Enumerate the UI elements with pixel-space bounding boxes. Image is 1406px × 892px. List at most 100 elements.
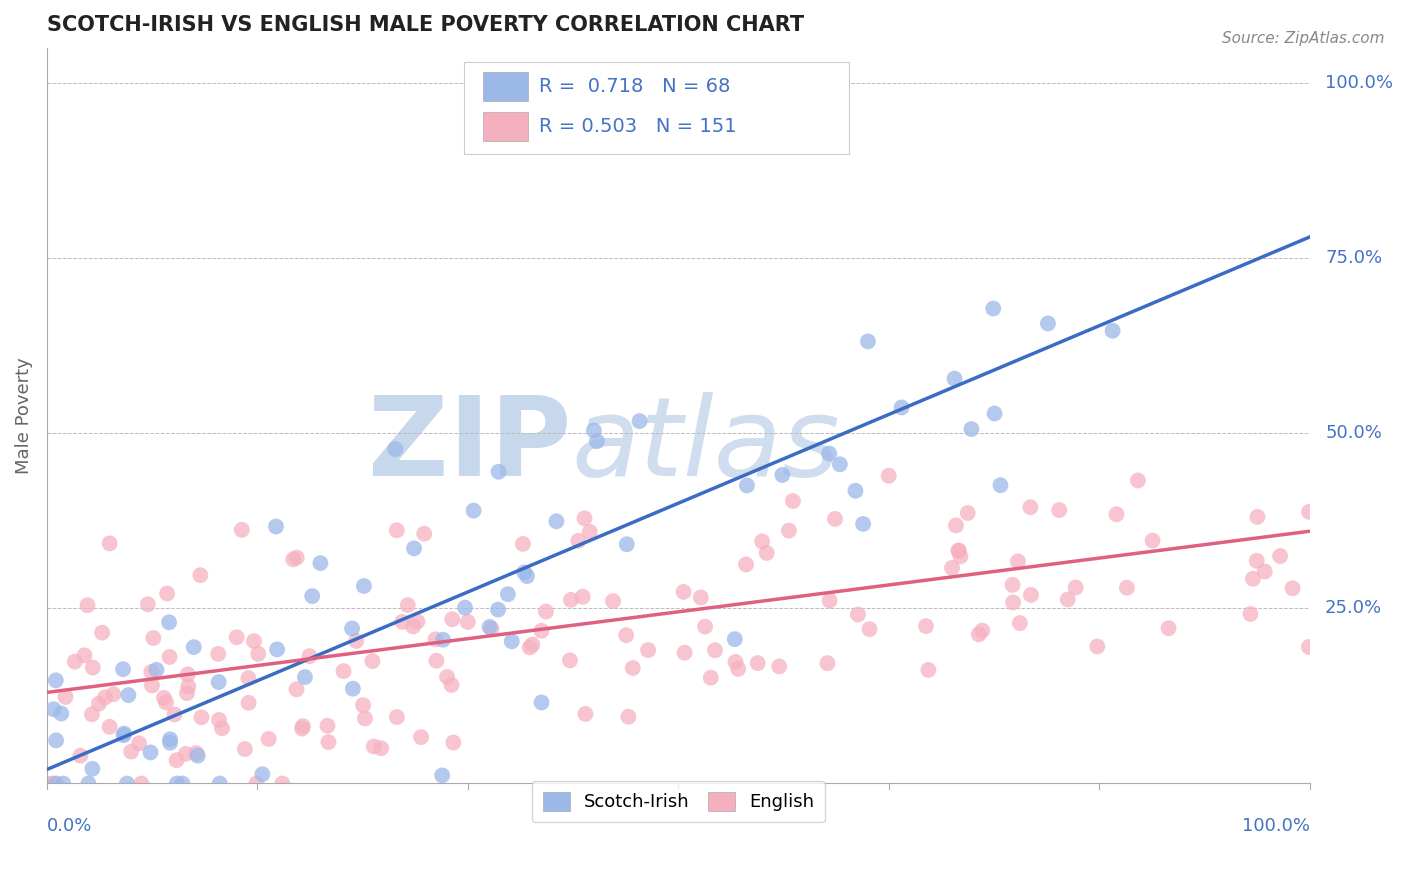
Point — [112, 662, 135, 676]
Point — [1008, 616, 1031, 631]
Point — [156, 586, 179, 600]
FancyBboxPatch shape — [464, 62, 849, 154]
Point — [617, 710, 640, 724]
Point — [91, 625, 114, 640]
Point — [747, 656, 769, 670]
Point — [877, 468, 900, 483]
Point — [1246, 554, 1268, 568]
Point — [159, 736, 181, 750]
Point — [120, 745, 142, 759]
Point — [846, 607, 869, 622]
Point — [309, 556, 332, 570]
Point — [1064, 581, 1087, 595]
Point — [166, 776, 188, 790]
Point — [735, 558, 758, 572]
Point — [574, 706, 596, 721]
Point — [186, 746, 208, 760]
Point — [384, 442, 406, 456]
Point — [291, 722, 314, 736]
Point — [628, 414, 651, 428]
Point — [1105, 508, 1128, 522]
Text: 50.0%: 50.0% — [1324, 424, 1382, 442]
Point — [35, 776, 58, 790]
Point — [77, 776, 100, 790]
Point — [700, 671, 723, 685]
Point — [225, 630, 247, 644]
Point — [233, 742, 256, 756]
Point — [948, 543, 970, 558]
Point — [1019, 500, 1042, 515]
Point — [413, 526, 436, 541]
Point — [51, 706, 73, 721]
Point — [441, 612, 464, 626]
Point — [294, 670, 316, 684]
Point — [1298, 505, 1320, 519]
Point — [141, 678, 163, 692]
Text: R =  0.718   N = 68: R = 0.718 N = 68 — [540, 78, 731, 96]
Point — [128, 736, 150, 750]
Point — [824, 512, 846, 526]
Point — [1001, 578, 1024, 592]
Point — [818, 593, 841, 607]
Point — [141, 665, 163, 679]
Text: 75.0%: 75.0% — [1324, 249, 1382, 267]
Point — [488, 465, 510, 479]
Point — [163, 707, 186, 722]
Text: 100.0%: 100.0% — [1324, 74, 1393, 92]
Point — [751, 534, 773, 549]
Text: 100.0%: 100.0% — [1241, 816, 1310, 835]
Text: R = 0.503   N = 151: R = 0.503 N = 151 — [540, 117, 737, 136]
Point — [52, 776, 75, 790]
Point — [1036, 317, 1059, 331]
Point — [1298, 640, 1320, 654]
Point — [153, 690, 176, 705]
Point — [586, 434, 609, 449]
Point — [264, 519, 287, 533]
Point — [672, 585, 695, 599]
Point — [318, 735, 340, 749]
Point — [1007, 554, 1029, 568]
Point — [145, 663, 167, 677]
Point — [238, 696, 260, 710]
Point — [454, 600, 477, 615]
Point — [1056, 592, 1078, 607]
Point — [614, 628, 637, 642]
Point — [496, 587, 519, 601]
Point — [207, 647, 229, 661]
Point — [1142, 533, 1164, 548]
Point — [602, 594, 624, 608]
Point — [828, 458, 851, 472]
Point — [441, 735, 464, 749]
Point — [768, 659, 790, 673]
Point — [385, 523, 408, 537]
Point — [252, 767, 274, 781]
Point — [770, 467, 793, 482]
Point — [574, 511, 596, 525]
Point — [385, 710, 408, 724]
Point — [285, 550, 308, 565]
Point — [478, 620, 501, 634]
Point — [582, 424, 605, 438]
Point — [890, 401, 912, 415]
Point — [316, 719, 339, 733]
Text: Source: ZipAtlas.com: Source: ZipAtlas.com — [1222, 31, 1385, 46]
Point — [519, 640, 541, 655]
Point — [501, 634, 523, 648]
Point — [238, 671, 260, 685]
Point — [852, 516, 875, 531]
Point — [41, 776, 63, 790]
Point — [94, 690, 117, 705]
Point — [172, 776, 194, 790]
Point — [782, 494, 804, 508]
Point — [87, 697, 110, 711]
Point — [354, 711, 377, 725]
Point — [142, 631, 165, 645]
Text: 0.0%: 0.0% — [46, 816, 93, 835]
Point — [463, 503, 485, 517]
Point — [948, 543, 970, 558]
Point — [844, 483, 866, 498]
Point — [131, 776, 153, 790]
Point — [1253, 565, 1275, 579]
Point — [159, 732, 181, 747]
Point — [1019, 588, 1042, 602]
